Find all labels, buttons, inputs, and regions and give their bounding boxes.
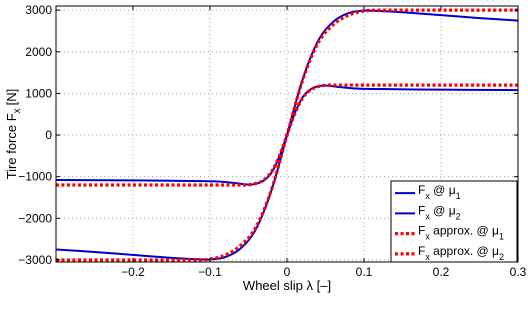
legend-label-part: @ μ [430,183,456,197]
legend-label-part: F [418,203,425,217]
ticks: −0.2 −0.1 0 0.1 0.2 0.3 −3000 −2000 −1000 0 1000 20… [18,3,526,279]
legend-label-part: 2 [499,252,504,262]
legend-label-part: 2 [456,211,461,221]
x-tick-label: −0.1 [198,265,222,279]
legend-label: Fx @ μ2 [418,203,461,221]
legend-label-part: approx. @ μ [430,244,499,258]
legend-label: Fx approx. @ μ1 [418,224,504,242]
y-tick-label: −3000 [18,253,52,267]
legend-label-part: F [418,224,425,238]
legend-box [390,180,518,263]
y-axis-title-subscript: x [12,108,23,113]
x-tick-label: 0 [284,265,291,279]
x-tick-label: 0.3 [510,265,527,279]
y-tick-label: 2000 [25,45,52,59]
legend-label-part: x [425,211,430,221]
y-axis-title-unit: [N] [4,89,19,106]
legend-label-part: F [418,244,425,258]
x-tick-label: −0.2 [121,265,145,279]
legend-label: Fx @ μ1 [418,183,461,201]
legend-label-part: 1 [499,232,504,242]
y-axis-title-main: Tire force F [4,113,19,179]
y-axis-title: Tire force Fx [N] [4,89,23,180]
legend-label-part: @ μ [430,203,456,217]
legend-label-part: F [418,183,425,197]
y-tick-label: 0 [45,128,52,142]
series-group [56,8,518,262]
y-tick-label: 1000 [25,86,52,100]
y-tick-label: 3000 [25,3,52,17]
y-tick-label: −2000 [18,211,52,225]
legend-label-part: 1 [456,191,461,201]
x-tick-label: 0.2 [433,265,450,279]
legend-label-part: approx. @ μ [430,224,499,238]
series-line-4 [56,83,518,187]
legend-label-part: x [425,252,430,262]
x-axis-title: Wheel slip λ [–] [243,278,331,293]
legend-label-part: x [425,191,430,201]
legend-label: Fx approx. @ μ2 [418,244,504,262]
x-tick-label: 0.1 [356,265,373,279]
y-tick-label: −1000 [18,170,52,184]
legend-label-part: x [425,232,430,242]
